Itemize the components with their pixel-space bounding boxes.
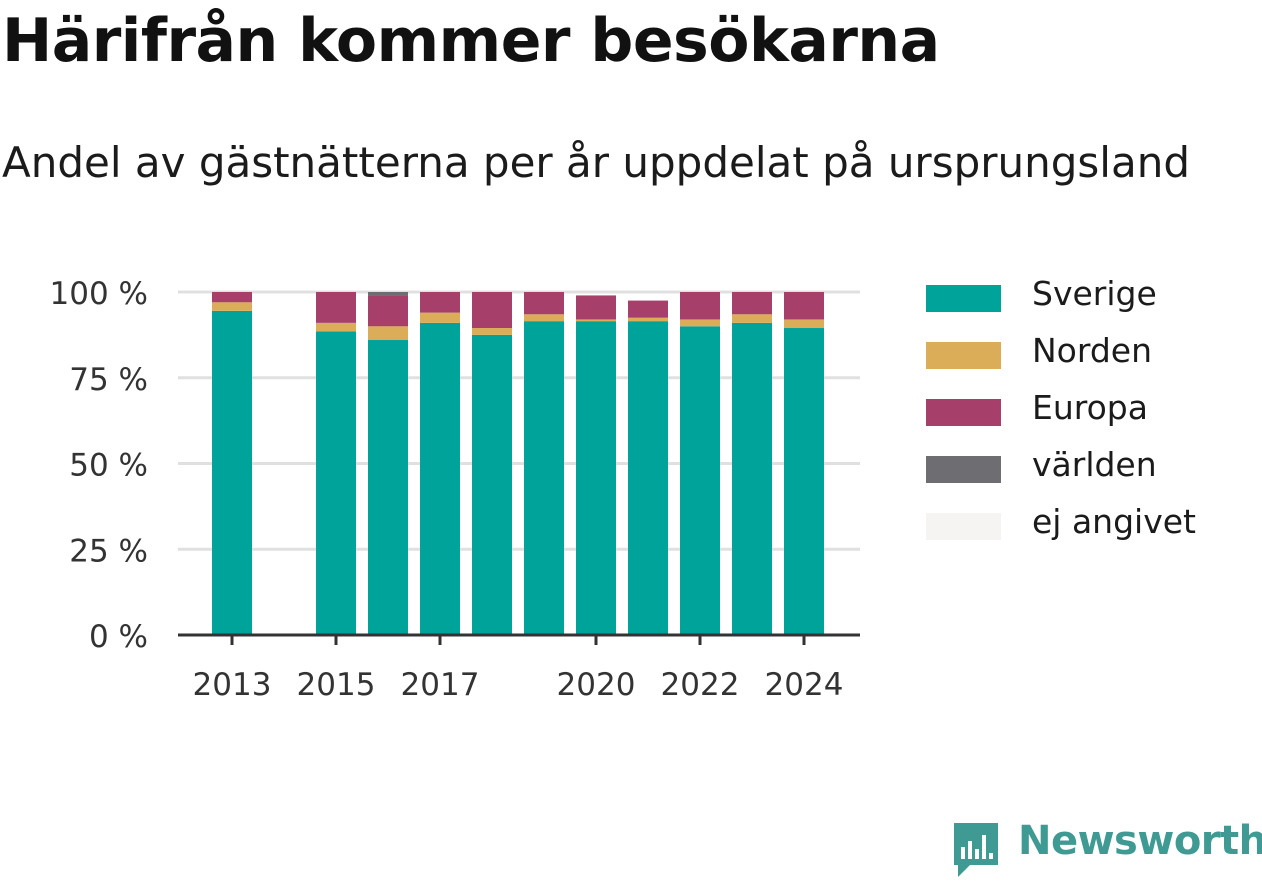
- bar-segment-Norden-2019: [524, 314, 564, 322]
- x-tick-label: 2020: [557, 667, 636, 703]
- legend-swatch: [926, 513, 1001, 540]
- bar-segment-Europa-2021: [628, 300, 668, 318]
- legend-swatch: [926, 456, 1001, 483]
- bar-segment-Norden-2015: [316, 322, 356, 332]
- bar-segment-Norden-2018: [472, 328, 512, 335]
- bar-segment-Norden-2021: [628, 317, 668, 322]
- bar-segment-Norden-2023: [732, 314, 772, 323]
- newsworthy-logo: Newsworthy: [950, 818, 1262, 878]
- y-tick-label: 50 %: [69, 448, 148, 484]
- x-tick-label: 2013: [193, 667, 272, 703]
- y-tick-label: 0 %: [89, 619, 148, 655]
- legend-label: ej angivet: [1032, 502, 1196, 541]
- bar-segment-Norden-2024: [784, 319, 824, 329]
- legend-swatch: [926, 399, 1001, 426]
- bar-segment-Sverige-2018: [472, 334, 512, 635]
- brand-name: Newsworthy: [1018, 818, 1262, 864]
- bar-segment-Sverige-2016: [368, 340, 408, 635]
- bar-segment-Europa-2016: [368, 295, 408, 327]
- legend-label: världen: [1032, 445, 1157, 484]
- legend-label: Norden: [1032, 331, 1153, 370]
- bar-segment-Europa-2013: [212, 292, 252, 303]
- bar-segment-Norden-2013: [212, 302, 252, 311]
- bar-segment-Europa-2024: [784, 292, 824, 320]
- bar-segment-Norden-2017: [420, 312, 460, 323]
- y-axis-ticks: 0 % 25 % 50 % 75 % 100 %: [50, 276, 148, 655]
- bar-segment-Europa-2015: [316, 292, 356, 323]
- bar-segment-Sverige-2022: [680, 326, 720, 635]
- bar-segment-Europa-2020: [576, 295, 616, 320]
- bar-segment-Sverige-2017: [420, 322, 460, 635]
- bar-segment-Norden-2016: [368, 326, 408, 341]
- bar-segment-världen-2016: [368, 292, 408, 296]
- chart-title: Härifrån kommer besökarna: [2, 6, 940, 76]
- y-tick-label: 75 %: [69, 362, 148, 398]
- legend-label: Europa: [1032, 388, 1148, 427]
- bar-segment-Sverige-2019: [524, 321, 564, 635]
- bar-segment-Sverige-2024: [784, 328, 824, 635]
- x-tick-label: 2024: [765, 667, 844, 703]
- bar-segment-Europa-2018: [472, 292, 512, 329]
- bar-segment-Norden-2020: [576, 319, 616, 322]
- legend-label: Sverige: [1032, 274, 1157, 313]
- bar-segment-Norden-2022: [680, 319, 720, 327]
- legend-swatch: [926, 285, 1001, 312]
- x-axis-ticks: 2013 2015 2017 2020 2022 2024: [193, 635, 844, 703]
- y-tick-label: 25 %: [69, 533, 148, 569]
- y-tick-label: 100 %: [50, 276, 148, 312]
- bar-segment-Sverige-2021: [628, 321, 668, 635]
- bar-segment-Europa-2023: [732, 292, 772, 315]
- newsworthy-logo-icon: [954, 823, 998, 877]
- stacked-bar-chart: 2013 2015 2017 2020 2022 2024 0 % 25 % 50 % 75 %…: [50, 276, 860, 703]
- bar-segment-Europa-2022: [680, 292, 720, 320]
- bar-segment-Sverige-2015: [316, 331, 356, 635]
- chart-subtitle: Andel av gästnätterna per år uppdelat på…: [2, 138, 1190, 187]
- bar-segment-Europa-2019: [524, 292, 564, 315]
- x-tick-label: 2017: [401, 667, 480, 703]
- legend-swatch: [926, 342, 1001, 369]
- x-tick-label: 2022: [661, 667, 740, 703]
- bar-segment-Europa-2017: [420, 292, 460, 313]
- bar-segment-Sverige-2020: [576, 321, 616, 635]
- bar-segment-Sverige-2023: [732, 322, 772, 635]
- bars: [212, 292, 824, 635]
- bar-segment-Sverige-2013: [212, 310, 252, 635]
- x-tick-label: 2015: [297, 667, 376, 703]
